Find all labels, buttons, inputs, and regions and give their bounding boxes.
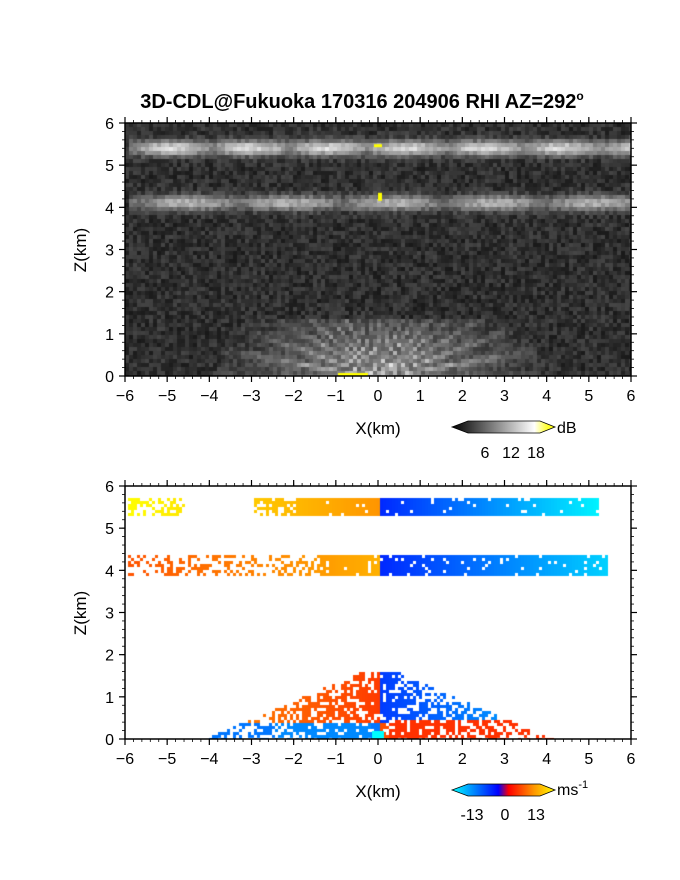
intensity-colorbar-tick: 6	[481, 445, 490, 462]
velocity-colorbar-tick: 13	[527, 807, 545, 824]
intensity-raster	[125, 123, 631, 376]
x-tick-label: 2	[458, 751, 467, 768]
x-tick-label: 6	[627, 751, 636, 768]
intensity-xlabel: X(km)	[355, 419, 400, 438]
x-tick-label: 0	[374, 751, 383, 768]
x-tick-label: 4	[542, 388, 551, 405]
intensity-colorbar-unit: dB	[557, 420, 577, 437]
x-tick-label: −1	[327, 388, 345, 405]
y-tick-label: 2	[105, 648, 114, 665]
velocity-colorbar-tick: -13	[460, 807, 483, 824]
x-tick-label: 0	[374, 388, 383, 405]
x-tick-label: 1	[416, 751, 425, 768]
y-tick-label: 2	[105, 285, 114, 302]
x-tick-label: −4	[200, 388, 218, 405]
intensity-ylabel: Z(km)	[71, 228, 90, 272]
x-tick-label: 6	[627, 388, 636, 405]
x-tick-label: −5	[158, 751, 176, 768]
y-tick-label: 3	[105, 243, 114, 260]
y-tick-label: 4	[105, 563, 114, 580]
velocity-colorbar-unit: ms-1	[557, 779, 588, 799]
velocity-ylabel: Z(km)	[71, 591, 90, 635]
x-tick-label: 5	[584, 751, 593, 768]
velocity-xlabel: X(km)	[355, 782, 400, 801]
velocity-raster	[125, 486, 631, 739]
x-tick-label: −6	[116, 751, 134, 768]
x-tick-label: −3	[242, 751, 260, 768]
intensity-colorbar: dB 6 12 18	[450, 420, 577, 462]
x-tick-label: 4	[542, 751, 551, 768]
y-tick-label: 6	[105, 479, 114, 496]
x-tick-label: −6	[116, 388, 134, 405]
y-tick-label: 5	[105, 158, 114, 175]
velocity-colorbar-tick: 0	[501, 807, 510, 824]
intensity-colorbar-bar	[450, 420, 557, 434]
y-tick-label: 5	[105, 521, 114, 538]
x-tick-label: −3	[242, 388, 260, 405]
y-tick-label: 0	[105, 732, 114, 749]
y-tick-label: 1	[105, 327, 114, 344]
chart-title: 3D-CDL@Fukuoka 170316 204906 RHI AZ=292o	[140, 89, 584, 113]
intensity-colorbar-tick: 12	[502, 445, 520, 462]
velocity-colorbar-bar	[450, 783, 557, 797]
y-tick-label: 3	[105, 606, 114, 623]
x-tick-label: 1	[416, 388, 425, 405]
velocity-colorbar: ms-1 -13 0 13	[450, 779, 588, 824]
y-tick-label: 1	[105, 690, 114, 707]
x-tick-label: 3	[500, 751, 509, 768]
y-tick-label: 4	[105, 200, 114, 217]
velocity-panel: −6 −5 −4 −3 −2 −1 0 1 2 3 4 5 6 0 1 2 3 4 5 6 X(km) Z(km) m…	[71, 479, 637, 824]
x-tick-label: −5	[158, 388, 176, 405]
y-tick-label: 0	[105, 369, 114, 386]
x-tick-label: 2	[458, 388, 467, 405]
x-tick-label: −1	[327, 751, 345, 768]
x-tick-label: −2	[285, 751, 303, 768]
x-tick-label: −2	[285, 388, 303, 405]
y-tick-label: 6	[105, 116, 114, 133]
x-tick-label: −4	[200, 751, 218, 768]
intensity-colorbar-tick: 18	[527, 445, 545, 462]
x-tick-label: 5	[584, 388, 593, 405]
x-tick-label: 3	[500, 388, 509, 405]
